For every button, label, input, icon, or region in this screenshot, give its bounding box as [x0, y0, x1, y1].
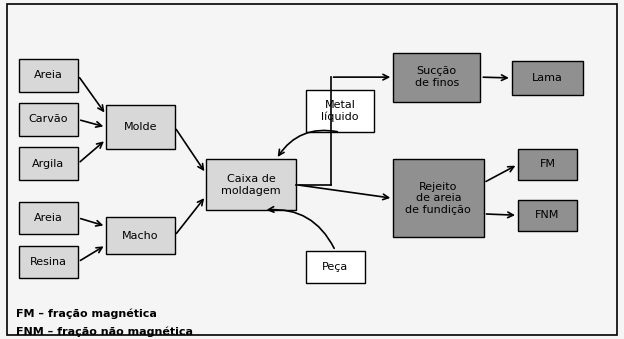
Text: Sucção
de finos: Sucção de finos [415, 66, 459, 88]
FancyBboxPatch shape [19, 59, 78, 92]
Text: Areia: Areia [34, 213, 63, 223]
Text: FM: FM [540, 159, 555, 170]
Text: Areia: Areia [34, 71, 63, 80]
FancyBboxPatch shape [206, 159, 296, 210]
Text: Molde: Molde [124, 122, 157, 132]
Text: Rejeito
de areia
de fundição: Rejeito de areia de fundição [406, 182, 471, 215]
Text: FNM: FNM [535, 210, 560, 220]
FancyBboxPatch shape [106, 217, 175, 254]
FancyBboxPatch shape [518, 149, 577, 180]
Text: Caixa de
moldagem: Caixa de moldagem [222, 174, 281, 196]
FancyBboxPatch shape [306, 251, 365, 283]
Text: FNM – fração não magnética: FNM – fração não magnética [16, 327, 193, 337]
FancyBboxPatch shape [19, 103, 78, 136]
Text: Lama: Lama [532, 73, 563, 83]
FancyBboxPatch shape [306, 90, 374, 132]
Text: Resina: Resina [30, 257, 67, 267]
FancyBboxPatch shape [512, 61, 583, 95]
Text: Peça: Peça [322, 262, 349, 272]
FancyBboxPatch shape [19, 202, 78, 234]
FancyBboxPatch shape [106, 105, 175, 149]
Text: Argila: Argila [32, 159, 64, 168]
Text: Macho: Macho [122, 231, 158, 241]
Text: Metal
líquido: Metal líquido [321, 100, 359, 122]
FancyBboxPatch shape [19, 147, 78, 180]
FancyBboxPatch shape [393, 159, 484, 237]
FancyBboxPatch shape [19, 246, 78, 278]
FancyBboxPatch shape [393, 53, 480, 102]
Text: Carvão: Carvão [29, 115, 68, 124]
FancyBboxPatch shape [518, 200, 577, 231]
FancyBboxPatch shape [7, 4, 617, 335]
Text: FM – fração magnética: FM – fração magnética [16, 308, 157, 319]
